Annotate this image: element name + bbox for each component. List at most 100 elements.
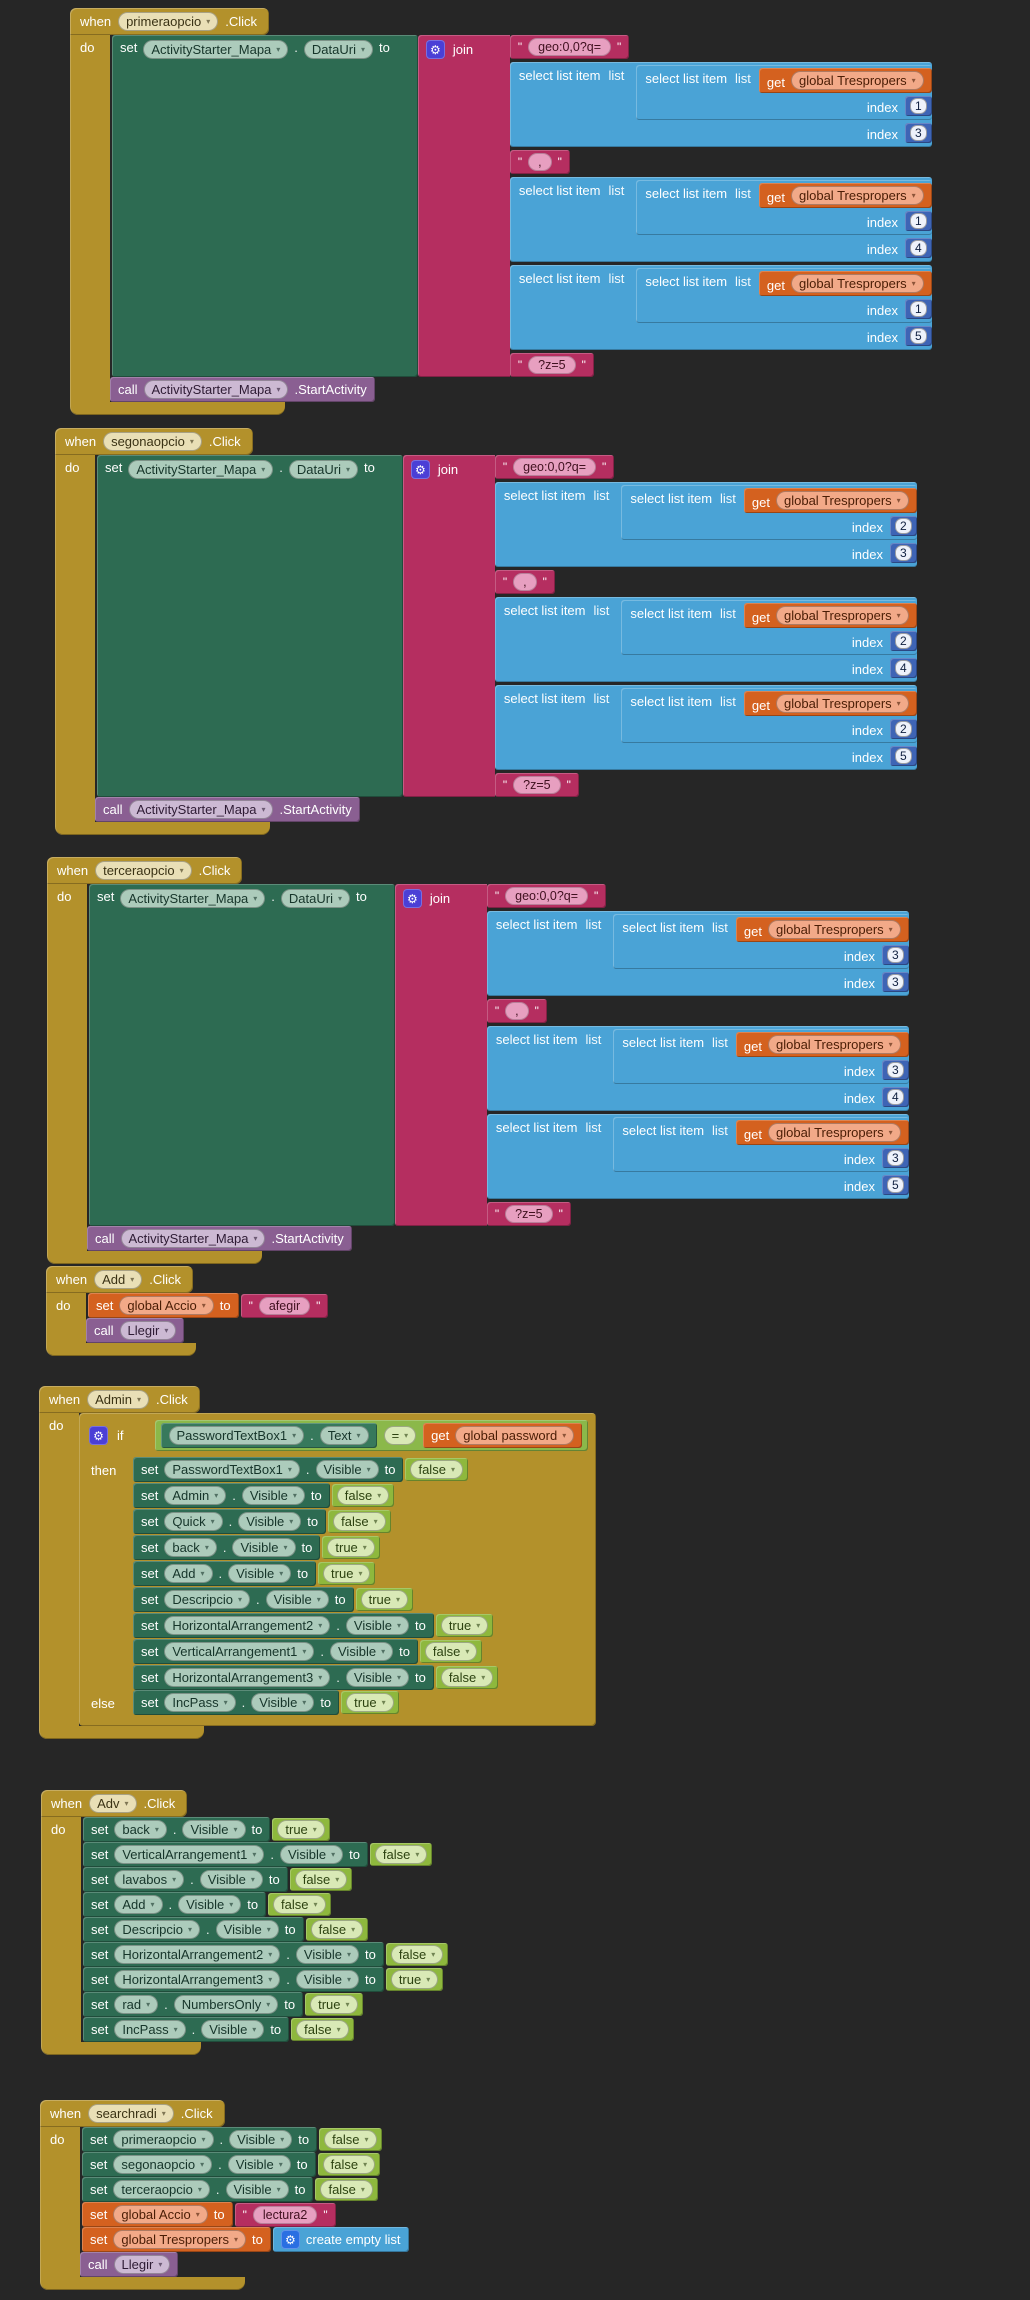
property-dropdown[interactable]: Visible ▾: [215, 1920, 279, 1939]
when-block-Admin[interactable]: when Admin ▾ .Click do ⚙ if PasswordTextBox1 ▾. T…: [39, 1386, 597, 1739]
number-value[interactable]: 3: [895, 545, 912, 561]
gear-icon[interactable]: ⚙: [402, 889, 422, 908]
boolean-block[interactable]: false ▾: [289, 1868, 353, 1891]
when-block-Adv[interactable]: when Adv ▾ .Click do set back ▾. Visible ▾ to true ▾…: [41, 1790, 449, 2055]
number-value[interactable]: 3: [887, 947, 904, 963]
number-value[interactable]: 3: [887, 974, 904, 990]
property-dropdown[interactable]: Visible ▾: [227, 2155, 291, 2174]
event-component-dropdown[interactable]: terceraopcio ▾: [95, 861, 192, 880]
global-variable-dropdown[interactable]: global Trespropers ▾: [776, 694, 909, 713]
global-variable-dropdown[interactable]: global Trespropers ▾: [768, 1035, 901, 1054]
property-dropdown[interactable]: Visible ▾: [232, 1538, 296, 1557]
get-global-block[interactable]: get global Trespropers ▾: [735, 917, 909, 942]
boolean-dropdown[interactable]: false ▾: [333, 1512, 386, 1531]
boolean-dropdown[interactable]: true ▾: [323, 1564, 371, 1583]
property-dropdown[interactable]: Visible ▾: [241, 1486, 305, 1505]
number-block[interactable]: 1: [905, 96, 932, 116]
set-property-block[interactable]: set segonaopcio ▾. Visible ▾ to false ▾: [80, 2152, 381, 2177]
text-block[interactable]: " ?z=5 ": [509, 353, 594, 377]
get-global-block[interactable]: get global Trespropers ▾: [743, 603, 917, 628]
component-dropdown[interactable]: ActivityStarter_Mapa ▾: [143, 380, 289, 399]
set-global-body[interactable]: set global Accio ▾ to: [88, 1293, 239, 1318]
set-property-body[interactable]: set HorizontalArrangement3 ▾. Visible ▾ to: [133, 1665, 434, 1690]
join-core[interactable]: ⚙ join: [417, 35, 510, 377]
set-property-block[interactable]: set primeraopcio ▾. Visible ▾ to false ▾: [80, 2127, 382, 2152]
set-property-body[interactable]: set Quick ▾. Visible ▾ to: [133, 1509, 327, 1534]
component-dropdown[interactable]: lavabos ▾: [114, 1870, 185, 1889]
property-dropdown[interactable]: DataUri ▾: [303, 40, 374, 59]
comparison-block[interactable]: PasswordTextBox1 ▾. Text ▾ = ▾ get global passw…: [154, 1420, 589, 1451]
property-dropdown[interactable]: Visible ▾: [345, 1616, 409, 1635]
set-property-body[interactable]: set VerticalArrangement1 ▾. Visible ▾ to: [133, 1639, 418, 1664]
text-block[interactable]: ", ": [509, 150, 570, 174]
set-property-block[interactable]: set terceraopcio ▾. Visible ▾ to false ▾: [80, 2177, 378, 2202]
text-value[interactable]: geo:0,0?q=: [505, 887, 589, 905]
call-procedure-block[interactable]: call Llegir ▾: [86, 1318, 185, 1343]
boolean-block[interactable]: true ▾: [305, 1993, 363, 2016]
number-value[interactable]: 1: [910, 301, 927, 317]
boolean-dropdown[interactable]: false ▾: [336, 1486, 390, 1505]
component-dropdown[interactable]: HorizontalArrangement2 ▾: [114, 1945, 281, 1964]
set-property-block[interactable]: set HorizontalArrangement2 ▾. Visible ▾ to fal…: [81, 1942, 449, 1967]
set-property-block[interactable]: set HorizontalArrangement2 ▾. Visible ▾ to tru…: [131, 1613, 494, 1638]
property-dropdown[interactable]: Visible ▾: [199, 1870, 263, 1889]
text-block[interactable]: " lectura2 ": [234, 2202, 336, 2227]
number-block[interactable]: 2: [890, 631, 917, 651]
call-method-block[interactable]: call ActivityStarter_Mapa ▾ .StartActivity: [87, 1226, 352, 1251]
set-property-block[interactable]: set rad ▾. NumbersOnly ▾ to true ▾: [81, 1992, 363, 2017]
set-property-body[interactable]: set Descripcio ▾. Visible ▾ to: [133, 1587, 354, 1612]
global-variable-dropdown[interactable]: global Trespropers ▾: [113, 2230, 247, 2249]
number-block[interactable]: 2: [890, 719, 917, 739]
call-procedure-block[interactable]: call Llegir ▾: [80, 2252, 179, 2277]
property-dropdown[interactable]: Visible ▾: [330, 1642, 394, 1661]
global-variable-dropdown[interactable]: global Trespropers ▾: [768, 1123, 901, 1142]
component-dropdown[interactable]: ActivityStarter_Mapa ▾: [143, 40, 289, 59]
set-property-body[interactable]: set VerticalArrangement1 ▾. Visible ▾ to: [83, 1842, 368, 1867]
set-property-block[interactable]: set back ▾. Visible ▾ to true ▾: [81, 1817, 330, 1842]
set-property-block[interactable]: set ActivityStarter_Mapa ▾. DataUri ▾ to ⚙ join…: [95, 455, 917, 797]
boolean-block[interactable]: true ▾: [385, 1968, 444, 1991]
set-property-body[interactable]: set terceraopcio ▾. Visible ▾ to: [82, 2177, 314, 2202]
gear-icon[interactable]: ⚙: [89, 1426, 108, 1445]
property-dropdown[interactable]: Visible ▾: [295, 1945, 359, 1964]
global-variable-dropdown[interactable]: global Trespropers ▾: [768, 920, 901, 939]
number-block[interactable]: 4: [905, 238, 932, 258]
text-block[interactable]: " geo:0,0?q= ": [494, 455, 615, 479]
component-dropdown[interactable]: Add ▾: [164, 1564, 213, 1583]
get-global-block[interactable]: get global Trespropers ▾: [735, 1032, 909, 1057]
component-dropdown[interactable]: HorizontalArrangement3 ▾: [164, 1668, 331, 1687]
boolean-block[interactable]: false ▾: [331, 1484, 395, 1507]
select-list-item-block[interactable]: select list item list select list item list…: [486, 1026, 909, 1111]
set-property-block[interactable]: set back ▾. Visible ▾ to true ▾: [131, 1535, 380, 1560]
boolean-block[interactable]: false ▾: [319, 2128, 382, 2151]
component-dropdown[interactable]: segonaopcio ▾: [113, 2155, 213, 2174]
boolean-block[interactable]: false ▾: [385, 1943, 449, 1966]
select-list-item-block[interactable]: select list item list select list item list…: [486, 1114, 909, 1199]
component-dropdown[interactable]: IncPass ▾: [114, 2020, 186, 2039]
set-global-body[interactable]: set global Trespropers ▾ to: [82, 2227, 271, 2252]
property-dropdown[interactable]: DataUri ▾: [280, 889, 351, 908]
set-property-block[interactable]: set Admin ▾. Visible ▾ to false ▾: [131, 1483, 395, 1508]
set-property-block[interactable]: set VerticalArrangement1 ▾. Visible ▾ to false…: [81, 1842, 433, 1867]
event-component-dropdown[interactable]: searchradi ▾: [88, 2104, 174, 2123]
select-list-item-block[interactable]: select list item list select list item list…: [509, 265, 932, 350]
set-property-body[interactable]: set ActivityStarter_Mapa ▾. DataUri ▾ to: [112, 35, 418, 377]
set-property-body[interactable]: set ActivityStarter_Mapa ▾. DataUri ▾ to: [89, 884, 395, 1226]
property-dropdown[interactable]: Visible ▾: [229, 2130, 293, 2149]
boolean-dropdown[interactable]: true ▾: [346, 1693, 394, 1712]
gear-icon[interactable]: ⚙: [410, 460, 430, 479]
set-property-body[interactable]: set Admin ▾. Visible ▾ to: [133, 1483, 330, 1508]
component-dropdown[interactable]: VerticalArrangement1 ▾: [164, 1642, 315, 1661]
number-value[interactable]: 2: [895, 633, 912, 649]
set-property-body[interactable]: set segonaopcio ▾. Visible ▾ to: [82, 2152, 316, 2177]
boolean-dropdown[interactable]: false ▾: [374, 1845, 428, 1864]
component-dropdown[interactable]: IncPass ▾: [164, 1693, 236, 1712]
number-block[interactable]: 3: [882, 1060, 909, 1080]
boolean-dropdown[interactable]: false ▾: [440, 1668, 494, 1687]
boolean-dropdown[interactable]: true ▾: [310, 1995, 358, 2014]
when-block-segonaopcio[interactable]: when segonaopcio ▾ .Click do set ActivityStart…: [55, 428, 917, 835]
text-block[interactable]: " afegir ": [240, 1293, 329, 1318]
set-property-body[interactable]: set back ▾. Visible ▾ to: [83, 1817, 271, 1842]
global-variable-dropdown[interactable]: global Trespropers ▾: [791, 274, 924, 293]
event-header[interactable]: when searchradi ▾ .Click: [40, 2100, 225, 2127]
